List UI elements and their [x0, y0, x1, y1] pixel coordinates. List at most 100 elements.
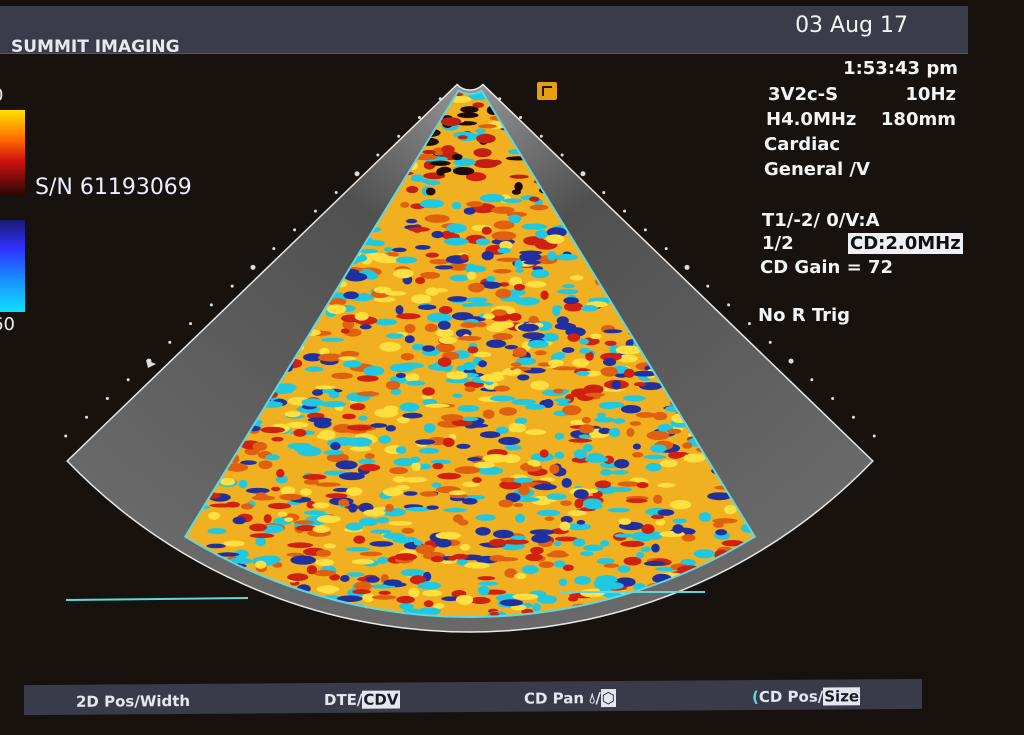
- depth-tick: [810, 378, 814, 382]
- doppler-speckle: [340, 152, 354, 162]
- doppler-speckle: [420, 271, 441, 279]
- doppler-speckle: [402, 476, 428, 483]
- doppler-speckle: [205, 266, 215, 274]
- doppler-speckle: [433, 602, 445, 609]
- doppler-speckle: [289, 155, 311, 165]
- doppler-speckle: [342, 131, 359, 141]
- doppler-speckle: [199, 276, 217, 284]
- doppler-speckle: [271, 436, 284, 442]
- color-scale-top-label: 0: [0, 85, 3, 106]
- doppler-speckle: [185, 246, 189, 255]
- doppler-speckle: [356, 375, 379, 382]
- doppler-speckle: [152, 326, 178, 332]
- doppler-speckle: [213, 155, 235, 164]
- doppler-speckle: [703, 196, 728, 204]
- doppler-speckle: [139, 550, 164, 559]
- doppler-speckle: [584, 456, 609, 463]
- doppler-speckle: [489, 395, 516, 402]
- doppler-speckle: [589, 333, 602, 340]
- doppler-speckle: [248, 628, 267, 635]
- doppler-speckle: [304, 366, 324, 372]
- doppler-speckle: [369, 636, 394, 644]
- doppler-speckle: [545, 234, 565, 244]
- doppler-speckle: [348, 503, 358, 513]
- doppler-speckle: [462, 361, 476, 371]
- doppler-speckle: [461, 416, 479, 422]
- doppler-speckle: [607, 486, 633, 493]
- doppler-speckle: [665, 247, 685, 253]
- doppler-speckle: [625, 498, 648, 504]
- doppler-speckle: [475, 321, 487, 328]
- doppler-speckle: [470, 596, 491, 605]
- doppler-speckle: [488, 538, 507, 547]
- doppler-speckle: [254, 240, 278, 248]
- doppler-speckle: [356, 391, 380, 397]
- doppler-speckle: [262, 82, 283, 89]
- doppler-speckle: [553, 540, 562, 547]
- softkey-dte-cdv[interactable]: DTE/CDV: [324, 690, 400, 709]
- doppler-speckle: [576, 95, 588, 103]
- doppler-speckle: [486, 275, 496, 282]
- doppler-speckle: [457, 135, 468, 140]
- doppler-speckle: [636, 551, 645, 559]
- doppler-speckle: [306, 100, 327, 107]
- doppler-speckle: [194, 308, 211, 317]
- doppler-speckle: [685, 74, 694, 81]
- doppler-speckle: [322, 388, 335, 394]
- doppler-speckle: [328, 99, 345, 104]
- doppler-speckle: [188, 162, 206, 168]
- doppler-speckle: [611, 380, 622, 390]
- doppler-speckle: [630, 63, 652, 73]
- doppler-speckle: [480, 374, 505, 382]
- doppler-speckle: [761, 286, 776, 294]
- doppler-speckle: [573, 449, 587, 459]
- softkey-cd-pos-size[interactable]: (CD Pos/Size: [752, 687, 861, 706]
- doppler-speckle: [271, 205, 292, 216]
- doppler-speckle: [545, 125, 560, 135]
- doppler-speckle: [600, 622, 611, 632]
- doppler-speckle: [284, 517, 294, 522]
- doppler-speckle: [224, 630, 245, 637]
- doppler-speckle: [222, 109, 238, 116]
- serial-number: S/N 61193069: [35, 175, 192, 200]
- doppler-speckle: [747, 78, 765, 84]
- doppler-speckle: [597, 166, 617, 173]
- doppler-speckle: [162, 260, 180, 269]
- doppler-speckle: [555, 105, 578, 114]
- doppler-speckle: [529, 204, 549, 211]
- doppler-speckle: [554, 536, 579, 542]
- doppler-speckle: [667, 635, 681, 640]
- doppler-speckle: [186, 96, 199, 101]
- doppler-speckle: [247, 179, 271, 185]
- doppler-speckle: [685, 260, 700, 266]
- probe-label: 3V2c-S: [768, 84, 839, 105]
- doppler-speckle: [252, 123, 269, 134]
- doppler-speckle: [743, 91, 755, 100]
- doppler-speckle: [349, 403, 366, 411]
- doppler-speckle: [293, 631, 309, 637]
- doppler-speckle: [641, 524, 655, 534]
- doppler-speckle: [459, 70, 470, 75]
- doppler-speckle: [620, 404, 642, 414]
- doppler-speckle: [423, 423, 436, 433]
- doppler-speckle: [531, 533, 552, 544]
- color-box-outline[interactable]: [183, 89, 757, 618]
- doppler-speckle: [301, 398, 324, 407]
- depth-tick: [539, 134, 543, 138]
- doppler-speckle: [728, 631, 743, 637]
- softkey-cd-pan[interactable]: CD Pan 💧︎/⬡: [524, 689, 616, 708]
- doppler-speckle: [272, 146, 296, 151]
- doppler-speckle: [369, 629, 387, 634]
- doppler-speckle: [522, 332, 545, 340]
- doppler-speckle: [764, 62, 778, 66]
- doppler-speckle: [553, 388, 564, 394]
- doppler-speckle: [257, 94, 277, 101]
- doppler-speckle: [429, 259, 450, 265]
- doppler-speckle: [345, 94, 355, 100]
- doppler-speckle: [467, 265, 486, 273]
- doppler-speckle: [208, 511, 221, 520]
- doppler-speckle: [249, 628, 258, 633]
- doppler-speckle: [594, 417, 615, 423]
- softkey-2d-pos-width[interactable]: 2D Pos/Width: [76, 691, 191, 711]
